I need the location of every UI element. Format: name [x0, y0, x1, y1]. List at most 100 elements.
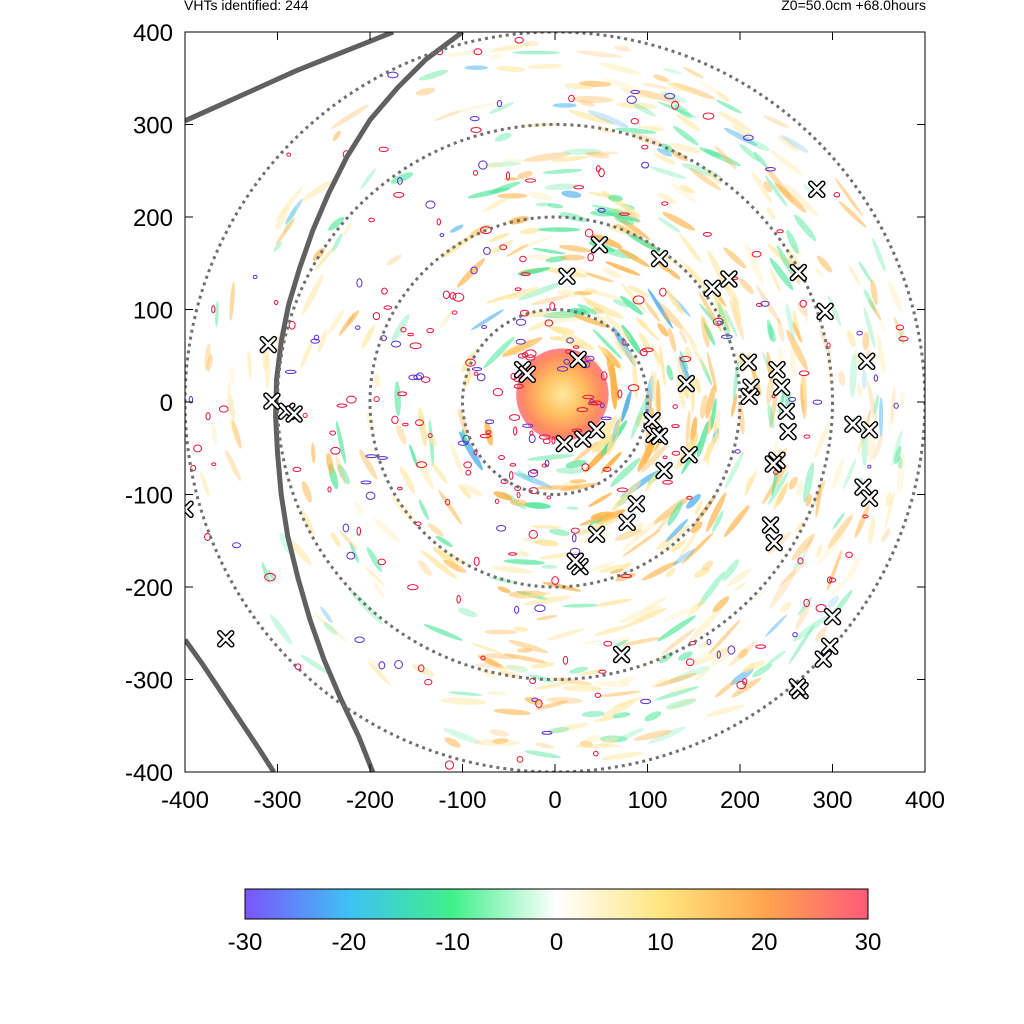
field-streak [301, 180, 333, 202]
vht-contour [743, 134, 754, 141]
field-streak [523, 40, 539, 47]
field-streak [503, 653, 547, 664]
vht-contour [427, 433, 433, 439]
field-streak [485, 292, 520, 304]
vht-contour [449, 292, 457, 300]
vht-contour [336, 403, 348, 408]
field-streak [795, 602, 811, 630]
field-streak [615, 127, 657, 134]
field-streak [891, 385, 896, 425]
coastlines [185, 32, 465, 772]
field-streak [666, 364, 674, 381]
field-streak [661, 628, 696, 655]
vht-contour [426, 328, 435, 334]
field-streak [644, 301, 661, 322]
axis-ticks: -400 -300 -200 -100 0 100 200 300 400 -400 -300 -20… [125, 20, 945, 814]
vht-contour [372, 312, 381, 321]
field-streak [611, 480, 642, 512]
field-streak [261, 562, 270, 583]
field-streak [657, 192, 677, 204]
field-streak [609, 568, 624, 574]
field-streak [439, 310, 453, 329]
field-streak [501, 158, 527, 164]
field-streak [301, 274, 324, 316]
vht-marker [216, 630, 235, 648]
field-streak [732, 360, 739, 401]
field-streak [229, 417, 239, 443]
field-streak [364, 566, 386, 586]
field-streak [569, 479, 587, 484]
field-streak [594, 314, 608, 324]
field-streak [447, 102, 495, 115]
range-ring [461, 308, 649, 496]
field-streak [488, 240, 514, 255]
field-streak [644, 471, 658, 493]
field-streak [551, 155, 590, 162]
vht-contour [702, 112, 715, 120]
field-streak [795, 521, 805, 533]
x-tick-label: 300 [812, 787, 852, 814]
vht-marker [844, 415, 862, 433]
field-streak [300, 508, 315, 536]
field-streak [458, 607, 478, 618]
vht-marker [768, 360, 786, 379]
field-streak [547, 203, 564, 209]
vht-contour [373, 396, 380, 403]
field-streak [763, 115, 790, 128]
field-streak [373, 581, 385, 598]
field-streak [330, 532, 341, 548]
vht-contour [535, 699, 543, 708]
vht-contour [444, 498, 451, 506]
field-streak [349, 589, 383, 625]
vht-contour [330, 446, 341, 455]
vht-contour [417, 664, 425, 673]
vht-contour [867, 464, 872, 469]
vht-contour [346, 395, 357, 404]
field-streak [520, 122, 562, 127]
field-streak [577, 518, 619, 535]
field-streak [597, 345, 608, 356]
vht-contour [387, 71, 399, 79]
vht-contour [381, 287, 388, 295]
vht-contour [508, 552, 518, 556]
field-streak [621, 637, 661, 646]
vht-contour [798, 370, 810, 377]
vht-marker [655, 461, 673, 480]
field-streak [767, 404, 775, 429]
y-tick-label: 0 [160, 390, 173, 417]
field-streak [679, 184, 695, 194]
field-streak [285, 198, 303, 225]
field-streak [489, 54, 503, 60]
vht-contour [551, 576, 559, 585]
field-streak [599, 62, 642, 75]
field-streak [229, 281, 235, 321]
vht-contour [581, 463, 590, 472]
field-streak [569, 666, 589, 674]
vht-contour [413, 374, 423, 381]
field-streak [856, 383, 862, 398]
field-streak [848, 265, 861, 286]
vht-marker [680, 445, 698, 464]
field-streak [816, 544, 823, 558]
range-rings [185, 32, 925, 772]
field-streak [656, 148, 673, 157]
field-streak [685, 410, 691, 447]
field-streak [598, 690, 642, 698]
field-streak [863, 306, 876, 349]
field-streak [867, 380, 878, 426]
field-streak [784, 392, 791, 407]
field-streak [524, 595, 572, 606]
vht-contour [473, 556, 480, 567]
field-streak [579, 513, 611, 526]
vht-marker [789, 263, 808, 282]
field-streak [574, 744, 621, 749]
field-streak [275, 206, 290, 231]
field-streak [572, 440, 600, 463]
field-streak [394, 381, 401, 417]
field-streak [712, 596, 730, 613]
field-streak [505, 244, 528, 257]
field-streak [897, 456, 903, 469]
vht-marker [259, 335, 278, 354]
vht-contour [862, 514, 869, 519]
vht-contour [188, 395, 194, 404]
